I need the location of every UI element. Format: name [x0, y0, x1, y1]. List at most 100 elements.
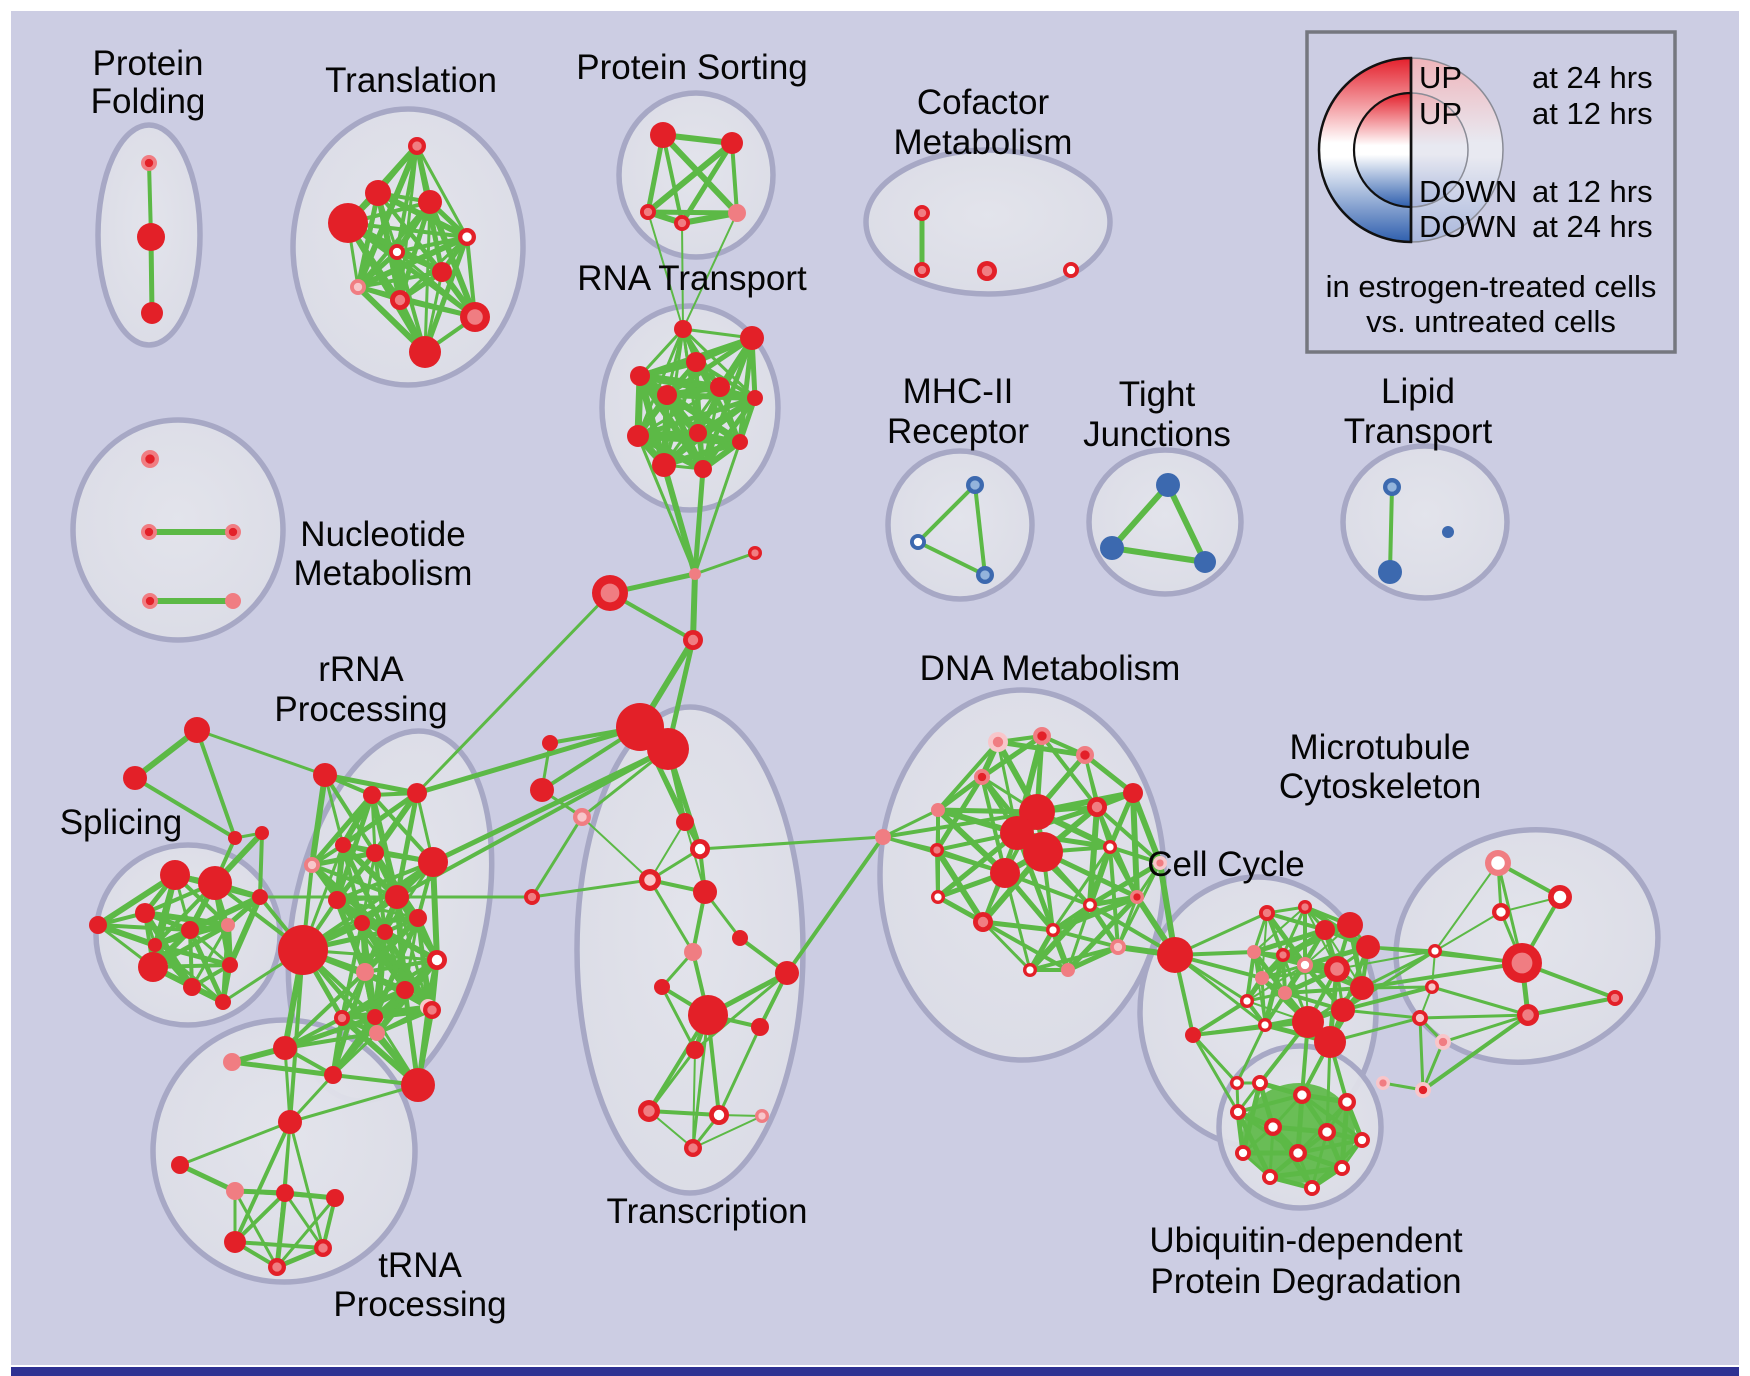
network-node[interactable]	[977, 261, 997, 281]
network-node[interactable]	[1331, 998, 1355, 1022]
network-node[interactable]	[1376, 1076, 1390, 1090]
network-node[interactable]	[684, 943, 702, 961]
network-node[interactable]	[639, 869, 661, 891]
network-node[interactable]	[228, 831, 242, 845]
network-node[interactable]	[755, 1109, 769, 1123]
network-node[interactable]	[974, 769, 990, 785]
network-node[interactable]	[418, 190, 442, 214]
network-node[interactable]	[314, 1239, 332, 1257]
network-node[interactable]	[1292, 1006, 1324, 1038]
network-node[interactable]	[689, 568, 701, 580]
network-node[interactable]	[524, 889, 540, 905]
network-node[interactable]	[1334, 1160, 1350, 1176]
network-node[interactable]	[686, 352, 706, 372]
network-node[interactable]	[1258, 1018, 1272, 1032]
network-node[interactable]	[674, 215, 690, 231]
network-node[interactable]	[1076, 746, 1094, 764]
network-node[interactable]	[694, 460, 712, 478]
network-node[interactable]	[401, 1068, 435, 1102]
network-node[interactable]	[689, 424, 707, 442]
network-node[interactable]	[138, 952, 168, 982]
network-node[interactable]	[1318, 1123, 1336, 1141]
network-node[interactable]	[458, 228, 476, 246]
network-node[interactable]	[709, 1105, 729, 1125]
network-node[interactable]	[652, 453, 676, 477]
network-node[interactable]	[1337, 912, 1363, 938]
network-node[interactable]	[1293, 1086, 1311, 1104]
network-node[interactable]	[1023, 963, 1037, 977]
network-node[interactable]	[1298, 900, 1312, 914]
network-node[interactable]	[686, 1041, 704, 1059]
network-node[interactable]	[573, 808, 591, 826]
network-node[interactable]	[328, 203, 368, 243]
network-node[interactable]	[141, 302, 163, 324]
network-node[interactable]	[1315, 920, 1335, 940]
network-node[interactable]	[740, 326, 764, 350]
network-node[interactable]	[255, 826, 269, 840]
network-node[interactable]	[1259, 905, 1275, 921]
network-node[interactable]	[688, 995, 728, 1035]
network-node[interactable]	[1153, 856, 1167, 870]
network-node[interactable]	[141, 450, 159, 468]
network-node[interactable]	[215, 994, 231, 1010]
network-node[interactable]	[647, 728, 689, 770]
network-node[interactable]	[1252, 1075, 1268, 1091]
network-node[interactable]	[407, 783, 427, 803]
network-node[interactable]	[221, 918, 235, 932]
network-node[interactable]	[728, 204, 746, 222]
network-node[interactable]	[409, 909, 427, 927]
network-node[interactable]	[224, 1231, 246, 1253]
network-node[interactable]	[1412, 1010, 1428, 1026]
network-node[interactable]	[775, 961, 799, 985]
network-node[interactable]	[223, 1053, 241, 1071]
network-node[interactable]	[657, 385, 677, 405]
network-node[interactable]	[408, 137, 426, 155]
network-node[interactable]	[1324, 956, 1350, 982]
network-node[interactable]	[278, 1110, 302, 1134]
network-node[interactable]	[324, 1066, 342, 1084]
network-node[interactable]	[931, 803, 945, 817]
network-node[interactable]	[148, 938, 162, 952]
network-node[interactable]	[328, 891, 346, 909]
network-node[interactable]	[530, 778, 554, 802]
network-node[interactable]	[1087, 797, 1107, 817]
network-node[interactable]	[1314, 1026, 1346, 1058]
network-node[interactable]	[252, 889, 268, 905]
network-node[interactable]	[988, 732, 1008, 752]
network-node[interactable]	[638, 1100, 660, 1122]
network-node[interactable]	[1428, 944, 1442, 958]
network-node[interactable]	[1063, 262, 1079, 278]
network-node[interactable]	[390, 290, 410, 310]
network-node[interactable]	[1255, 971, 1269, 985]
network-node[interactable]	[1240, 994, 1254, 1008]
network-node[interactable]	[732, 434, 748, 450]
network-node[interactable]	[222, 957, 238, 973]
network-node[interactable]	[313, 763, 337, 787]
network-node[interactable]	[1350, 976, 1374, 1000]
network-node[interactable]	[273, 1036, 297, 1060]
network-node[interactable]	[89, 916, 107, 934]
network-node[interactable]	[875, 829, 891, 845]
network-node[interactable]	[1415, 1082, 1431, 1098]
network-node[interactable]	[171, 1156, 189, 1174]
network-node[interactable]	[181, 921, 199, 939]
network-node[interactable]	[335, 837, 351, 853]
network-node[interactable]	[141, 524, 157, 540]
network-node[interactable]	[1548, 885, 1572, 909]
network-node[interactable]	[366, 844, 384, 862]
network-node[interactable]	[630, 366, 650, 386]
network-node[interactable]	[1083, 898, 1097, 912]
network-node[interactable]	[1100, 536, 1124, 560]
network-node[interactable]	[1278, 986, 1292, 1000]
network-node[interactable]	[137, 223, 165, 251]
network-node[interactable]	[432, 262, 452, 282]
network-node[interactable]	[356, 963, 374, 981]
network-node[interactable]	[690, 839, 710, 859]
network-node[interactable]	[966, 476, 984, 494]
network-node[interactable]	[363, 786, 381, 804]
network-node[interactable]	[751, 1018, 769, 1036]
network-node[interactable]	[1230, 1104, 1246, 1120]
network-node[interactable]	[710, 377, 730, 397]
network-node[interactable]	[1110, 939, 1126, 955]
network-node[interactable]	[1185, 1027, 1201, 1043]
